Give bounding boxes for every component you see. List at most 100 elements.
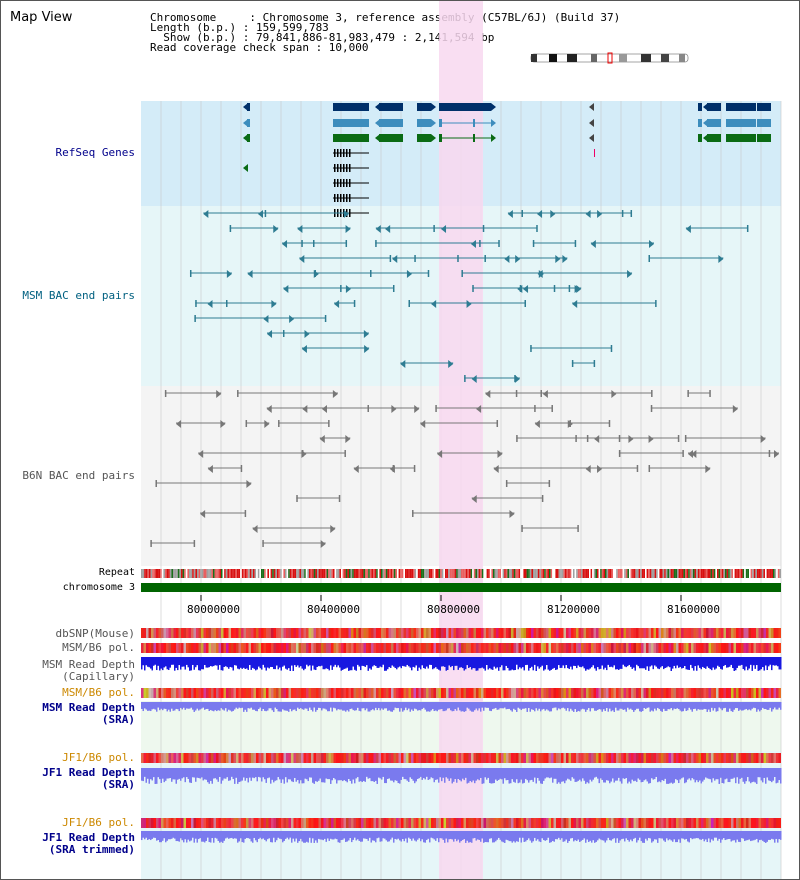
gene-exon xyxy=(346,194,348,202)
msm-depth-sra-bar xyxy=(336,702,338,711)
jf1-pol-heat xyxy=(153,753,156,763)
msm-depth-sra-bar xyxy=(225,702,227,709)
msm-depth-sra-bar xyxy=(513,702,515,709)
jf1-pol-heat xyxy=(343,753,346,763)
msm-pol2-heat xyxy=(383,688,386,698)
gene-exon xyxy=(247,103,250,111)
jf1-depth-trim-bar xyxy=(151,831,153,839)
dbsnp-heat xyxy=(301,628,304,638)
ideogram-band xyxy=(661,54,669,62)
jf1-pol2-heat xyxy=(196,818,199,828)
dbsnp-heat xyxy=(753,628,756,638)
dbsnp-heat xyxy=(611,628,614,638)
jf1-depth-trim-bar xyxy=(399,831,401,841)
msm-depth-capillary-bar xyxy=(465,657,467,670)
jf1-depth-sra-bar xyxy=(750,768,752,784)
label-msm-bac[interactable]: MSM BAC end pairs xyxy=(22,289,135,302)
jf1-pol-heat xyxy=(736,753,739,763)
msm-pol2-heat xyxy=(168,688,171,698)
b6n-bac-end xyxy=(413,465,416,472)
msm-depth-sra-bar xyxy=(240,702,242,709)
jf1-depth-sra-bar xyxy=(471,768,473,783)
msm-depth-sra-bar xyxy=(421,702,423,709)
b6n-bac-end xyxy=(216,390,222,398)
msm-depth-capillary-bar xyxy=(453,657,455,671)
dbsnp-heat xyxy=(528,628,531,638)
msm-depth-sra-bar xyxy=(558,702,560,709)
jf1-depth-sra-bar xyxy=(663,768,665,781)
label-b6n-bac[interactable]: B6N BAC end pairs xyxy=(22,469,135,482)
msm-pol-heat xyxy=(226,643,229,653)
repeat-segment xyxy=(219,569,221,578)
jf1-depth-trim-bar xyxy=(360,831,362,842)
msm-depth-sra-bar xyxy=(207,702,209,709)
jf1-pol2-heat xyxy=(483,818,486,828)
repeat-segment xyxy=(467,569,469,578)
msm-depth-capillary-bar xyxy=(577,657,579,666)
repeat-segment xyxy=(537,569,540,578)
msm-pol2-heat xyxy=(416,688,419,698)
jf1-depth-sra-bar xyxy=(333,768,335,779)
jf1-depth-sra-bar xyxy=(163,768,165,783)
jf1-depth-trim-bar xyxy=(465,831,467,843)
msm-depth-capillary-bar xyxy=(612,657,614,668)
msm-depth-sra-bar xyxy=(264,702,266,711)
b6n-bac-end xyxy=(650,405,653,412)
dbsnp-heat xyxy=(436,628,439,638)
repeat-segment xyxy=(493,569,495,578)
jf1-pol-heat xyxy=(353,753,356,763)
msm-pol2-heat xyxy=(456,688,459,698)
msm-depth-capillary-bar xyxy=(243,657,245,668)
repeat-segment xyxy=(750,569,753,578)
dbsnp-heat xyxy=(523,628,526,638)
gene-exon xyxy=(379,134,403,142)
msm-depth-sra-bar xyxy=(726,702,728,712)
jf1-depth-sra-bar xyxy=(733,768,735,778)
jf1-depth-sra-bar xyxy=(534,768,536,778)
jf1-pol-heat xyxy=(683,753,686,763)
repeat-segment xyxy=(505,569,508,578)
jf1-pol2-heat xyxy=(643,818,646,828)
jf1-pol-heat xyxy=(731,753,734,763)
msm-pol-heat xyxy=(501,643,504,653)
jf1-pol2-heat xyxy=(706,818,709,828)
msm-depth-sra-bar xyxy=(522,702,524,709)
msm-depth-capillary-bar xyxy=(165,657,167,667)
jf1-depth-trim-bar xyxy=(501,831,503,842)
jf1-pol2-heat xyxy=(333,818,336,828)
jf1-depth-sra-bar xyxy=(691,768,693,779)
jf1-depth-trim-bar xyxy=(457,831,459,840)
jf1-depth-sra-bar xyxy=(502,768,504,784)
repeat-segment xyxy=(347,569,349,578)
msm-depth-capillary-bar xyxy=(237,657,239,669)
label-jf1-b6-pol: JF1/B6 pol. xyxy=(62,751,135,764)
label-refseq-genes[interactable]: RefSeq Genes xyxy=(55,146,135,159)
msm-depth-sra-bar xyxy=(720,702,722,709)
jf1-depth-trim-bar xyxy=(367,831,369,841)
jf1-depth-trim-bar xyxy=(705,831,707,840)
jf1-pol-heat xyxy=(743,753,746,763)
jf1-depth-trim-bar xyxy=(634,831,636,838)
msm-depth-sra-bar xyxy=(661,702,663,712)
jf1-depth-sra-bar xyxy=(649,768,651,784)
msm-depth-sra-bar xyxy=(681,702,683,712)
msm-pol-heat xyxy=(221,643,224,653)
repeat-segment xyxy=(664,569,666,578)
msm-depth-capillary-bar xyxy=(642,657,644,669)
jf1-depth-sra-bar xyxy=(430,768,432,778)
msm-depth-capillary-bar xyxy=(231,657,233,668)
msm-depth-sra-bar xyxy=(679,702,681,711)
repeat-segment xyxy=(408,569,410,578)
jf1-depth-trim-bar xyxy=(252,831,254,843)
msm-depth-sra-bar xyxy=(282,702,284,710)
jf1-pol2-heat xyxy=(456,818,459,828)
msm-pol2-heat xyxy=(756,688,759,698)
jf1-depth-sra-bar xyxy=(748,768,750,782)
msm-depth-capillary-bar xyxy=(504,657,506,671)
repeat-segment xyxy=(717,569,719,578)
repeat-segment xyxy=(734,569,737,578)
msm-depth-capillary-bar xyxy=(316,657,318,667)
msm-depth-capillary-bar xyxy=(480,657,482,669)
jf1-depth-sra-bar xyxy=(268,768,270,778)
